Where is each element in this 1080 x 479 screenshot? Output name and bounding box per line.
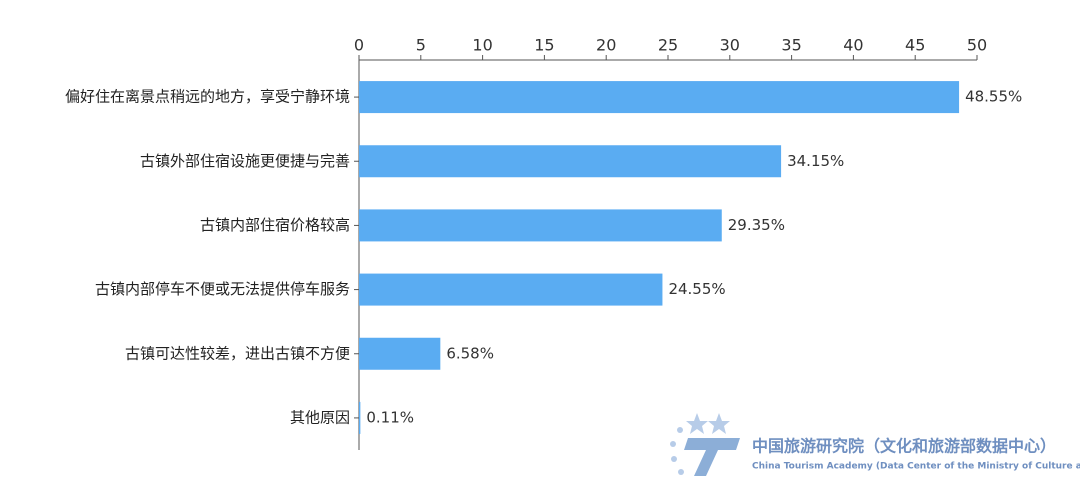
value-label: 24.55% <box>668 280 725 298</box>
x-tick-label: 50 <box>967 36 987 55</box>
x-tick-label: 45 <box>905 36 925 55</box>
value-label: 48.55% <box>965 88 1022 106</box>
watermark-title: 中国旅游研究院（文化和旅游部数据中心） <box>752 437 1056 456</box>
star <box>708 413 730 434</box>
value-label: 0.11% <box>366 408 414 426</box>
y-tick-label: 古镇内部住宿价格较高 <box>200 216 350 234</box>
bar <box>359 145 782 178</box>
value-label: 34.15% <box>787 152 844 170</box>
y-tick-label: 偏好住在离景点稍远的地方，享受宁静环境 <box>65 88 350 106</box>
bar <box>359 209 722 242</box>
x-tick-label: 20 <box>596 36 616 55</box>
value-label: 29.35% <box>728 216 785 234</box>
x-tick-label: 25 <box>658 36 678 55</box>
dot <box>670 441 676 447</box>
value-label: 6.58% <box>446 344 494 362</box>
x-tick-label: 0 <box>354 36 364 55</box>
x-tick-label: 10 <box>472 36 492 55</box>
y-tick-label: 古镇内部停车不便或无法提供停车服务 <box>95 280 350 298</box>
x-tick-label: 5 <box>416 36 426 55</box>
bar <box>359 337 441 370</box>
x-tick-label: 40 <box>843 36 863 55</box>
y-tick-label: 其他原因 <box>290 408 350 426</box>
bar <box>359 273 663 306</box>
logo <box>670 413 740 476</box>
dot <box>671 456 677 462</box>
watermark-subtitle: China Tourism Academy (Data Center of th… <box>752 462 1080 472</box>
bar <box>359 81 960 114</box>
x-tick-label: 30 <box>720 36 740 55</box>
logo-t <box>684 438 740 476</box>
dot <box>677 427 683 433</box>
x-tick-label: 15 <box>534 36 554 55</box>
y-tick-label: 古镇外部住宿设施更便捷与完善 <box>140 152 350 170</box>
star <box>686 413 708 434</box>
bar <box>359 401 361 434</box>
dot <box>678 469 684 475</box>
x-tick-label: 35 <box>781 36 801 55</box>
y-tick-label: 古镇可达性较差，进出古镇不方便 <box>125 344 350 362</box>
